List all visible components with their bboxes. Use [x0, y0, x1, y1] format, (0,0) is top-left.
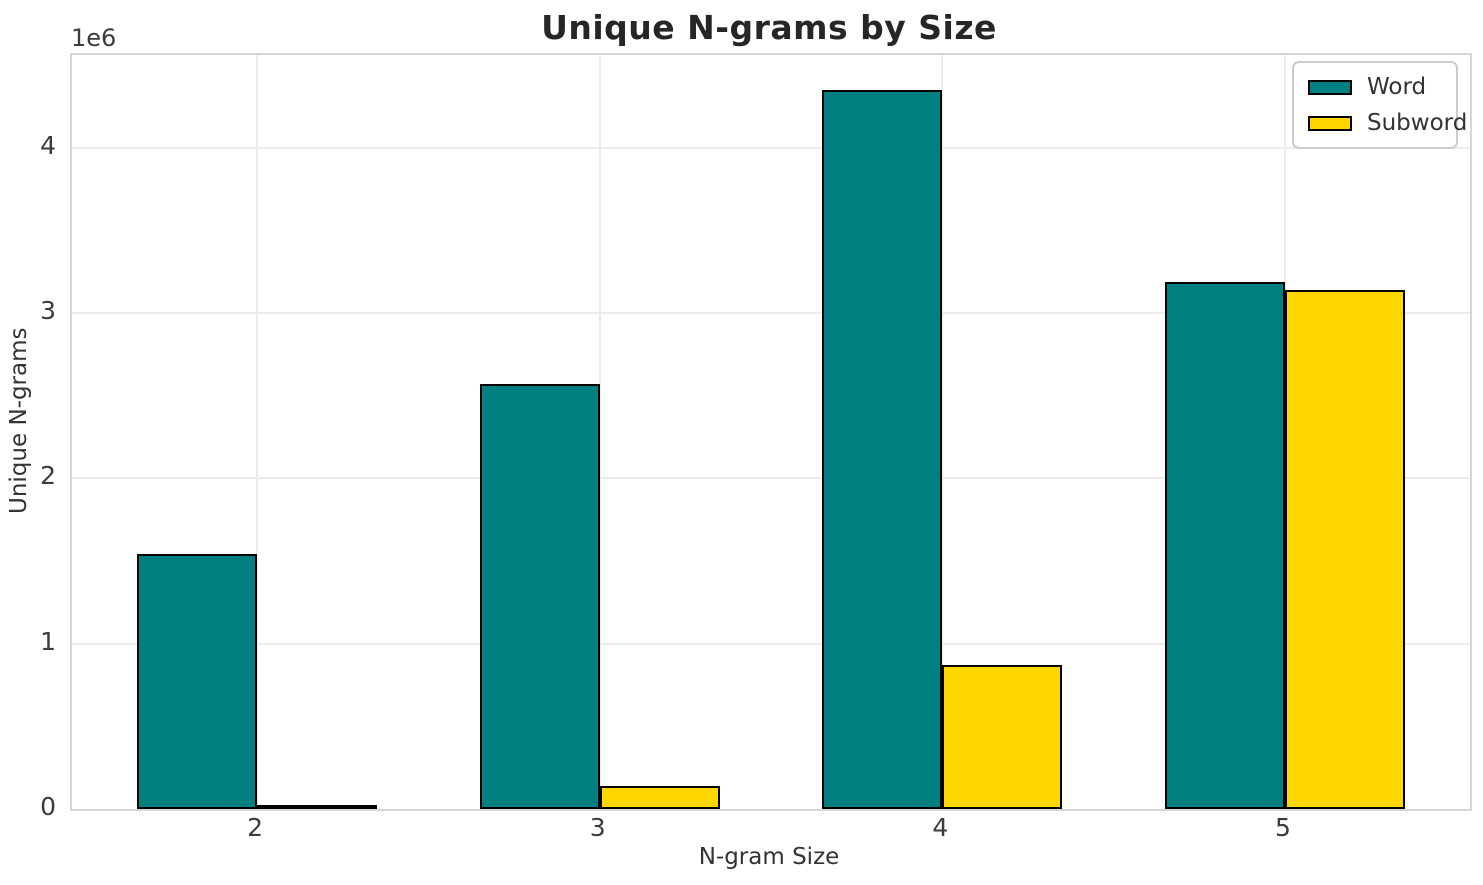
y-tick-label: 0	[40, 792, 56, 821]
legend-swatch-subword	[1308, 115, 1352, 131]
y-tick-label: 2	[40, 461, 56, 491]
y-axis-offset-label: 1e6	[71, 24, 117, 52]
x-tick-label: 4	[932, 813, 949, 842]
vertical-gridline	[1283, 55, 1286, 809]
horizontal-gridline	[72, 146, 1470, 149]
x-tick-label: 5	[1275, 813, 1291, 842]
legend-swatch-word	[1308, 79, 1352, 95]
bar-subword-ngram-3	[599, 785, 720, 809]
bar-word-ngram-2	[137, 554, 257, 809]
bar-word-ngram-3	[479, 384, 600, 809]
x-axis-title: N-gram Size	[698, 844, 840, 870]
bar-subword-ngram-5	[1285, 289, 1405, 809]
y-tick-label: 1	[40, 626, 56, 656]
y-tick-label: 4	[40, 130, 56, 160]
y-tick-label: 3	[40, 295, 56, 325]
bar-subword-ngram-2	[257, 805, 377, 809]
vertical-gridline	[941, 55, 944, 809]
vertical-gridline	[256, 55, 259, 809]
legend-item-word: Word	[1308, 74, 1442, 100]
legend-label-subword: Subword	[1367, 110, 1468, 136]
chart-title: Unique N-grams by Size	[541, 8, 997, 47]
x-tick-label: 3	[589, 813, 606, 842]
x-tick-label: 2	[247, 813, 263, 842]
plot-area	[70, 53, 1472, 811]
legend-label-word: Word	[1367, 74, 1427, 100]
bar-subword-ngram-4	[942, 665, 1063, 809]
y-axis-title: Unique N-grams	[6, 327, 32, 514]
legend-item-subword: Subword	[1308, 110, 1467, 136]
horizontal-gridline	[72, 311, 1470, 314]
bar-word-ngram-4	[822, 89, 943, 809]
horizontal-gridline	[72, 477, 1470, 480]
bar-word-ngram-5	[1165, 281, 1285, 809]
horizontal-gridline	[72, 642, 1470, 645]
legend: Word Subword	[1292, 61, 1467, 149]
